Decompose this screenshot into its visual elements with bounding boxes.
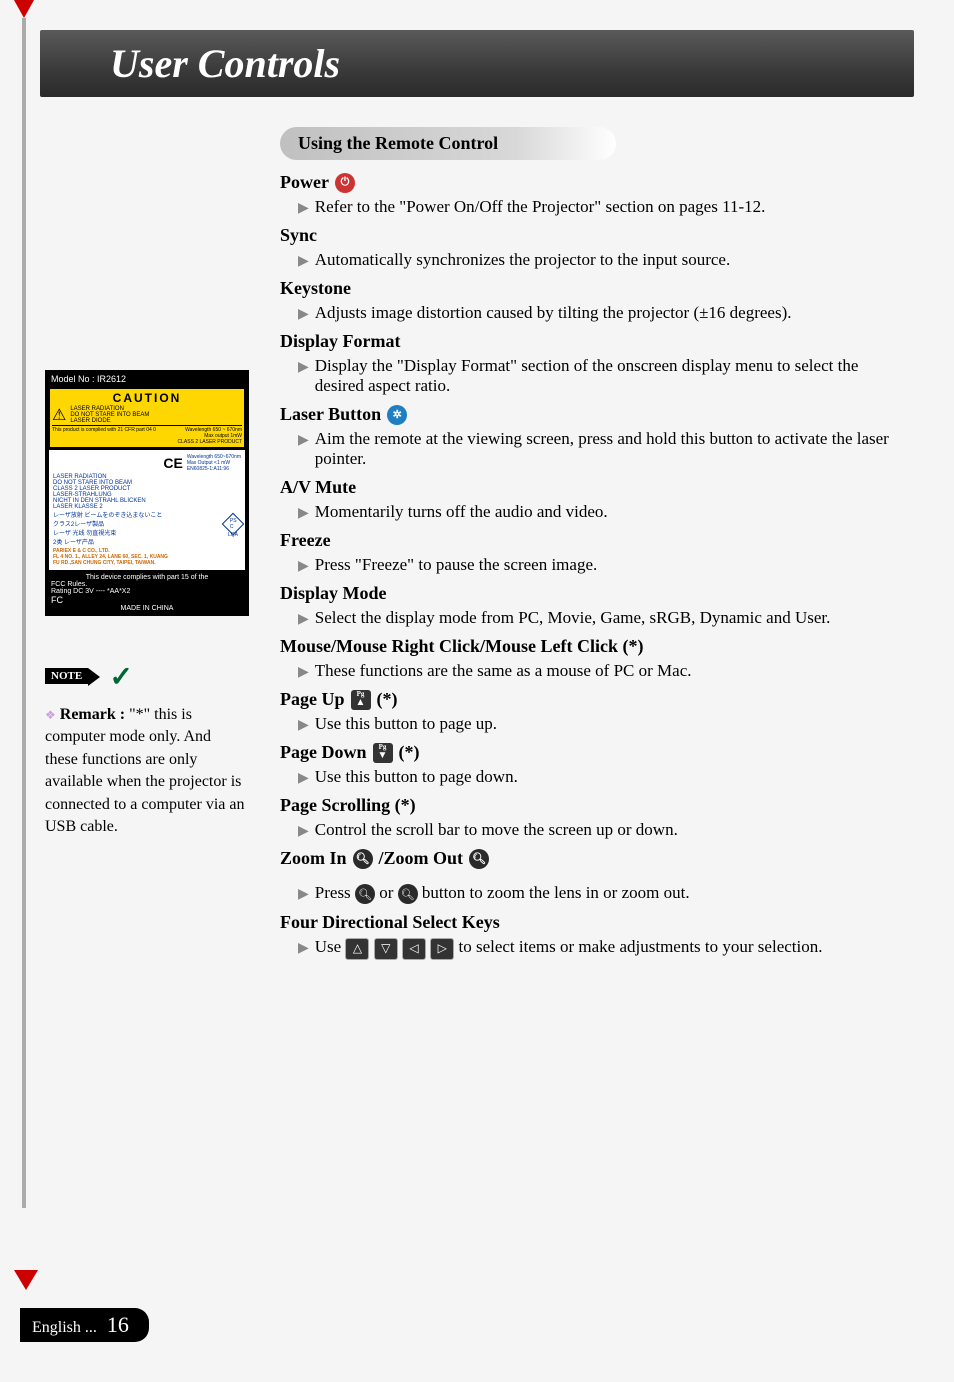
display-format-body: ▶Display the "Display Format" section of… <box>298 356 894 396</box>
left-rule <box>22 18 26 1208</box>
dir-up-icon: △ <box>345 938 369 960</box>
page-down-icon: Pg▼ <box>373 743 393 763</box>
dir-left-icon: ◁ <box>402 938 426 960</box>
diamond-icon: ❖ <box>45 708 56 722</box>
freeze-body: ▶Press "Freeze" to pause the screen imag… <box>298 555 894 575</box>
section-header: Using the Remote Control <box>280 127 616 160</box>
remark-text: ❖ Remark : "*" this is computer mode onl… <box>45 704 245 838</box>
four-dir-title: Four Directional Select Keys <box>280 912 894 933</box>
four-dir-body: ▶ Use △ ▽ ◁ ▷ to select items or make ad… <box>298 937 894 960</box>
zoom-body: ▶ Press 🔍︎ or 🔍︎ button to zoom the lens… <box>298 883 894 904</box>
page-footer: English ... 16 <box>20 1308 149 1342</box>
page-up-icon: Pg▲ <box>351 690 371 710</box>
avmute-body: ▶Momentarily turns off the audio and vid… <box>298 502 894 522</box>
remote-label-diagram: Model No : IR2612 CAUTION ⚠ LASER RADIAT… <box>45 370 249 616</box>
compliance-text: This device complies with part 15 of the… <box>47 572 247 614</box>
power-body: ▶Refer to the "Power On/Off the Projecto… <box>298 197 894 217</box>
caution-yellow-panel: CAUTION ⚠ LASER RADIATION DO NOT STARE I… <box>49 388 245 448</box>
laser-icon: ✲ <box>387 405 407 425</box>
zoom-in-icon-inline: 🔍︎ <box>355 884 375 904</box>
dir-down-icon: ▽ <box>374 938 398 960</box>
check-icon: ✓ <box>110 660 133 694</box>
zoom-out-icon-inline: 🔍︎ <box>398 884 418 904</box>
mouse-body: ▶These functions are the same as a mouse… <box>298 661 894 681</box>
page-title: User Controls <box>110 41 340 86</box>
pagedown-title: Page Down Pg▼ (*) <box>280 742 894 763</box>
footer-lang: English ... <box>32 1319 97 1337</box>
display-mode-title: Display Mode <box>280 583 894 604</box>
note-flag: NOTE ✓ <box>45 666 105 692</box>
display-mode-body: ▶Select the display mode from PC, Movie,… <box>298 608 894 628</box>
model-number: Model No : IR2612 <box>47 372 247 386</box>
laser-body: ▶Aim the remote at the viewing screen, p… <box>298 429 894 469</box>
power-icon: ⏻ <box>335 173 355 193</box>
display-format-title: Display Format <box>280 331 894 352</box>
sync-title: Sync <box>280 225 894 246</box>
main-content: Using the Remote Control Power ⏻ ▶Refer … <box>280 127 894 960</box>
zoom-out-icon: 🔍︎ <box>469 849 489 869</box>
mouse-title: Mouse/Mouse Right Click/Mouse Left Click… <box>280 636 894 657</box>
avmute-title: A/V Mute <box>280 477 894 498</box>
top-marker-arrow <box>14 0 34 18</box>
keystone-title: Keystone <box>280 278 894 299</box>
bottom-marker-arrow <box>14 1270 38 1290</box>
zoom-in-icon: 🔍︎ <box>353 849 373 869</box>
page-scroll-title: Page Scrolling (*) <box>280 795 894 816</box>
keystone-body: ▶Adjusts image distortion caused by tilt… <box>298 303 894 323</box>
pageup-body: ▶Use this button to page up. <box>298 714 894 734</box>
page-number: 16 <box>107 1312 129 1338</box>
power-title: Power ⏻ <box>280 172 894 193</box>
page-header: User Controls <box>40 30 914 97</box>
caution-title: CAUTION <box>52 391 242 405</box>
pagedown-body: ▶Use this button to page down. <box>298 767 894 787</box>
zoom-title: Zoom In 🔍︎ /Zoom Out 🔍︎ <box>280 848 894 869</box>
laser-title: Laser Button ✲ <box>280 404 894 425</box>
caution-white-panel: CE Wavelength 650~670nmMax Output <1 mWE… <box>49 450 245 570</box>
sync-body: ▶Automatically synchronizes the projecto… <box>298 250 894 270</box>
page-scroll-body: ▶Control the scroll bar to move the scre… <box>298 820 894 840</box>
sidebar: Model No : IR2612 CAUTION ⚠ LASER RADIAT… <box>45 370 245 838</box>
pageup-title: Page Up Pg▲ (*) <box>280 689 894 710</box>
dir-right-icon: ▷ <box>430 938 454 960</box>
freeze-title: Freeze <box>280 530 894 551</box>
